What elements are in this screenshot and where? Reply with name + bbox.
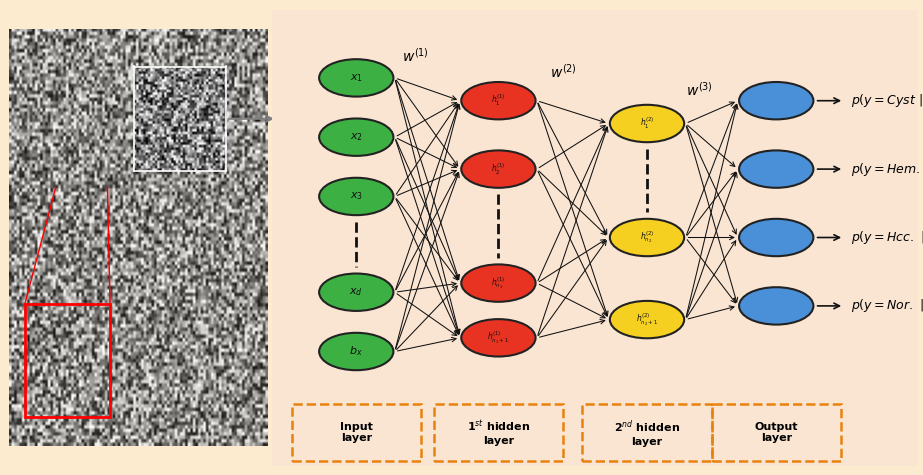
- Ellipse shape: [610, 301, 684, 338]
- Text: Output
layer: Output layer: [754, 422, 798, 443]
- FancyBboxPatch shape: [259, 3, 923, 475]
- Text: $x_d$: $x_d$: [350, 286, 363, 298]
- Ellipse shape: [319, 274, 393, 311]
- Text: $w^{(2)}$: $w^{(2)}$: [550, 63, 577, 81]
- Text: $p(y = Cyst\ |\ x)$: $p(y = Cyst\ |\ x)$: [850, 92, 923, 109]
- Ellipse shape: [739, 151, 813, 188]
- Ellipse shape: [462, 151, 535, 188]
- Ellipse shape: [739, 287, 813, 324]
- Text: $p(y = Hcc.\ |\ x)$: $p(y = Hcc.\ |\ x)$: [850, 229, 923, 246]
- Text: $w^{(3)}$: $w^{(3)}$: [686, 81, 713, 99]
- Text: $h_{n_1+1}^{(1)}$: $h_{n_1+1}^{(1)}$: [487, 330, 509, 346]
- Ellipse shape: [462, 265, 535, 302]
- Ellipse shape: [739, 219, 813, 256]
- Text: $h_{n_1}^{(1)}$: $h_{n_1}^{(1)}$: [491, 275, 506, 291]
- Text: $x_3$: $x_3$: [350, 190, 363, 202]
- Ellipse shape: [610, 219, 684, 256]
- Text: $h_1^{(1)}$: $h_1^{(1)}$: [491, 93, 506, 108]
- Bar: [25, 304, 110, 417]
- Ellipse shape: [610, 105, 684, 142]
- Text: 2$^{nd}$ hidden
layer: 2$^{nd}$ hidden layer: [614, 418, 680, 446]
- Ellipse shape: [462, 82, 535, 119]
- Text: $p(y = Nor.\ |\ x)$: $p(y = Nor.\ |\ x)$: [850, 297, 923, 314]
- Text: $h_1^{(2)}$: $h_1^{(2)}$: [640, 116, 654, 131]
- Text: Input
layer: Input layer: [340, 422, 373, 443]
- Ellipse shape: [739, 82, 813, 119]
- Text: $b_x$: $b_x$: [350, 344, 363, 359]
- Ellipse shape: [319, 59, 393, 96]
- Ellipse shape: [319, 118, 393, 156]
- Text: $p(y = Hem.\ |\ x)$: $p(y = Hem.\ |\ x)$: [850, 161, 923, 178]
- Text: $x_1$: $x_1$: [350, 72, 363, 84]
- Text: $x_2$: $x_2$: [350, 131, 363, 143]
- Ellipse shape: [319, 333, 393, 370]
- Text: $w^{(1)}$: $w^{(1)}$: [402, 47, 428, 65]
- Text: $h_2^{(1)}$: $h_2^{(1)}$: [491, 162, 506, 177]
- Text: $h_{n_2+1}^{(2)}$: $h_{n_2+1}^{(2)}$: [636, 311, 658, 328]
- Ellipse shape: [319, 178, 393, 215]
- Ellipse shape: [462, 319, 535, 357]
- Text: 1$^{st}$ hidden
layer: 1$^{st}$ hidden layer: [467, 419, 530, 446]
- Text: $h_{n_2}^{(2)}$: $h_{n_2}^{(2)}$: [640, 229, 654, 246]
